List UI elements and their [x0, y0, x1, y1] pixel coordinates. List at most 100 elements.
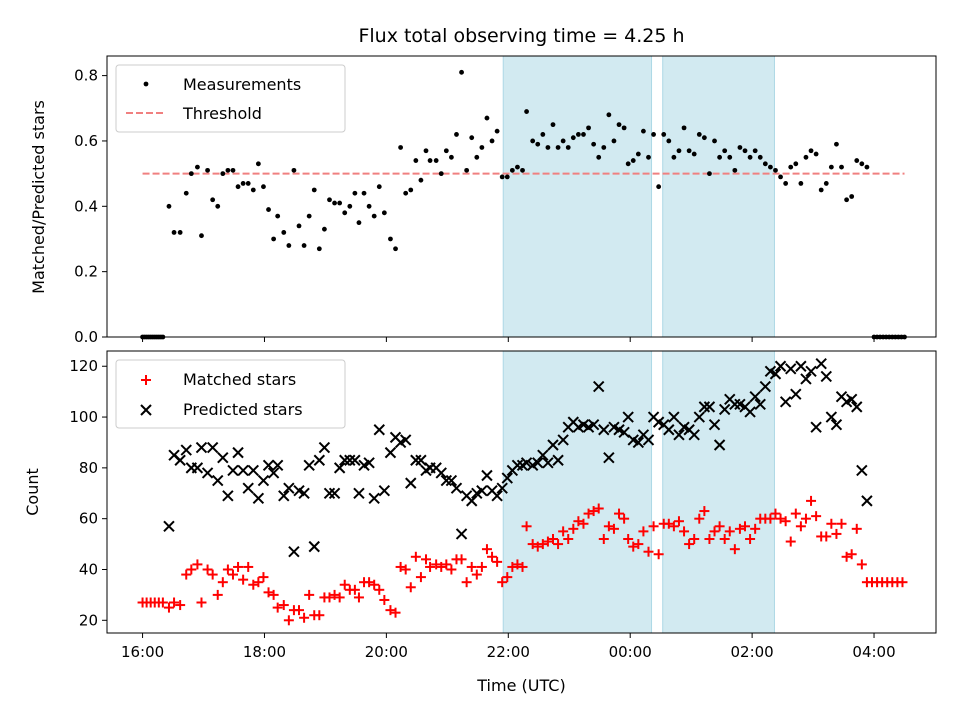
y-tick-label: 0.8: [74, 67, 98, 85]
measurement-point: [752, 148, 758, 154]
matched-stars-point: [563, 534, 574, 544]
matched-stars-point: [512, 559, 523, 570]
matched-stars-point: [238, 574, 249, 585]
matched-stars-point: [395, 561, 406, 572]
matched-stars-point: [623, 534, 634, 544]
measurement-point: [215, 203, 221, 209]
predicted-stars-point: [496, 482, 508, 494]
matched-stars-point: [740, 521, 751, 532]
measurement-point: [281, 230, 287, 235]
measurement-point: [823, 181, 829, 186]
predicted-stars-legend-label: Predicted stars: [183, 400, 303, 419]
matched-stars-point: [163, 602, 174, 613]
measurement-point: [722, 148, 728, 154]
predicted-stars-point: [180, 444, 192, 456]
measurement-point: [798, 181, 804, 186]
predicted-stars-point: [744, 406, 756, 418]
predicted-stars-legend-glyph: [140, 404, 152, 416]
measurement-point: [581, 132, 586, 137]
predicted-stars-point: [212, 474, 224, 487]
predicted-stars-point: [328, 487, 341, 499]
measurement-point: [398, 145, 404, 150]
y-tick-label: 80: [79, 459, 98, 477]
y-tick-label: 0.6: [74, 132, 98, 150]
predicted-stars-point: [201, 467, 214, 479]
predicted-stars-point: [283, 482, 295, 494]
matched-stars-point: [175, 600, 186, 611]
measurement-point: [661, 132, 667, 137]
x-axis-label: Time (UTC): [476, 676, 565, 695]
matched-stars-point: [800, 513, 811, 524]
predicted-stars-point: [698, 401, 711, 413]
predicted-stars-point: [206, 441, 219, 454]
measurement-point: [171, 230, 177, 235]
predicted-stars-point: [825, 411, 838, 423]
matched-stars-point: [334, 592, 345, 603]
matched-stars-point: [476, 561, 487, 572]
matched-stars-point: [353, 592, 364, 603]
measurement-point: [757, 154, 763, 160]
measurement-point: [499, 174, 505, 180]
measurement-point: [783, 181, 789, 186]
chart-title: Flux total observing time = 4.25 h: [358, 25, 684, 47]
predicted-stars-point: [227, 464, 239, 477]
matched-stars-point: [729, 544, 740, 555]
matched-stars-point: [699, 506, 710, 517]
predicted-stars-point: [323, 487, 336, 499]
matched-stars-point: [851, 523, 862, 534]
predicted-stars-point: [501, 472, 513, 484]
measurement-point: [316, 246, 322, 252]
measurement-point: [606, 112, 612, 118]
matched-stars-point: [542, 536, 553, 547]
predicted-stars-point: [785, 363, 797, 375]
predicted-stars-point: [779, 396, 792, 408]
matched-stars-point: [304, 589, 315, 600]
matched-stars-point: [709, 526, 720, 537]
measurement-point: [255, 161, 261, 167]
matched-stars-point: [673, 516, 684, 527]
measurement-point: [717, 154, 723, 160]
measurement-point: [635, 151, 641, 157]
measurement-point: [540, 132, 546, 137]
predicted-stars-point: [257, 474, 270, 487]
predicted-stars-point: [481, 469, 493, 482]
y-tick-label: 120: [69, 357, 98, 375]
matched-stars-point: [750, 523, 761, 534]
predicted-stars-point: [262, 459, 275, 472]
matched-stars-point: [324, 592, 335, 603]
matched-stars-point: [349, 584, 360, 595]
predicted-stars-point: [632, 436, 645, 449]
matched-stars-point: [207, 569, 218, 580]
predicted-stars-point: [673, 429, 685, 441]
predicted-stars-point: [303, 459, 315, 472]
matched-stars-point: [668, 521, 679, 532]
predicted-stars-point: [313, 454, 326, 466]
measurement-point: [828, 164, 834, 170]
matched-stars-point: [405, 582, 416, 593]
predicted-stars-point: [399, 434, 412, 446]
measurement-point: [296, 223, 302, 229]
matched-stars-point: [196, 597, 207, 608]
matched-stars-point: [425, 561, 436, 572]
matched-stars-point: [593, 503, 604, 514]
measurement-point: [408, 187, 414, 193]
matched-stars-point: [790, 508, 801, 519]
measurement-point: [565, 145, 571, 150]
predicted-stars-point: [353, 487, 365, 499]
measurement-point: [651, 132, 656, 137]
measurement-point: [342, 210, 348, 216]
measurement-point: [854, 158, 860, 163]
matched-stars-point: [233, 561, 244, 572]
matched-stars-point: [795, 521, 806, 532]
predicted-stars-point: [769, 368, 782, 380]
measurement-point: [601, 145, 607, 150]
measurement-point: [611, 138, 617, 144]
matched-stars-point: [446, 564, 457, 575]
measurement-point: [489, 138, 495, 144]
predicted-stars-point: [267, 467, 280, 479]
matched-stars-point: [619, 513, 630, 524]
measurement-point: [311, 187, 317, 193]
measurement-point: [381, 210, 387, 216]
measurement-point: [681, 125, 687, 131]
measurement-point: [427, 158, 433, 163]
